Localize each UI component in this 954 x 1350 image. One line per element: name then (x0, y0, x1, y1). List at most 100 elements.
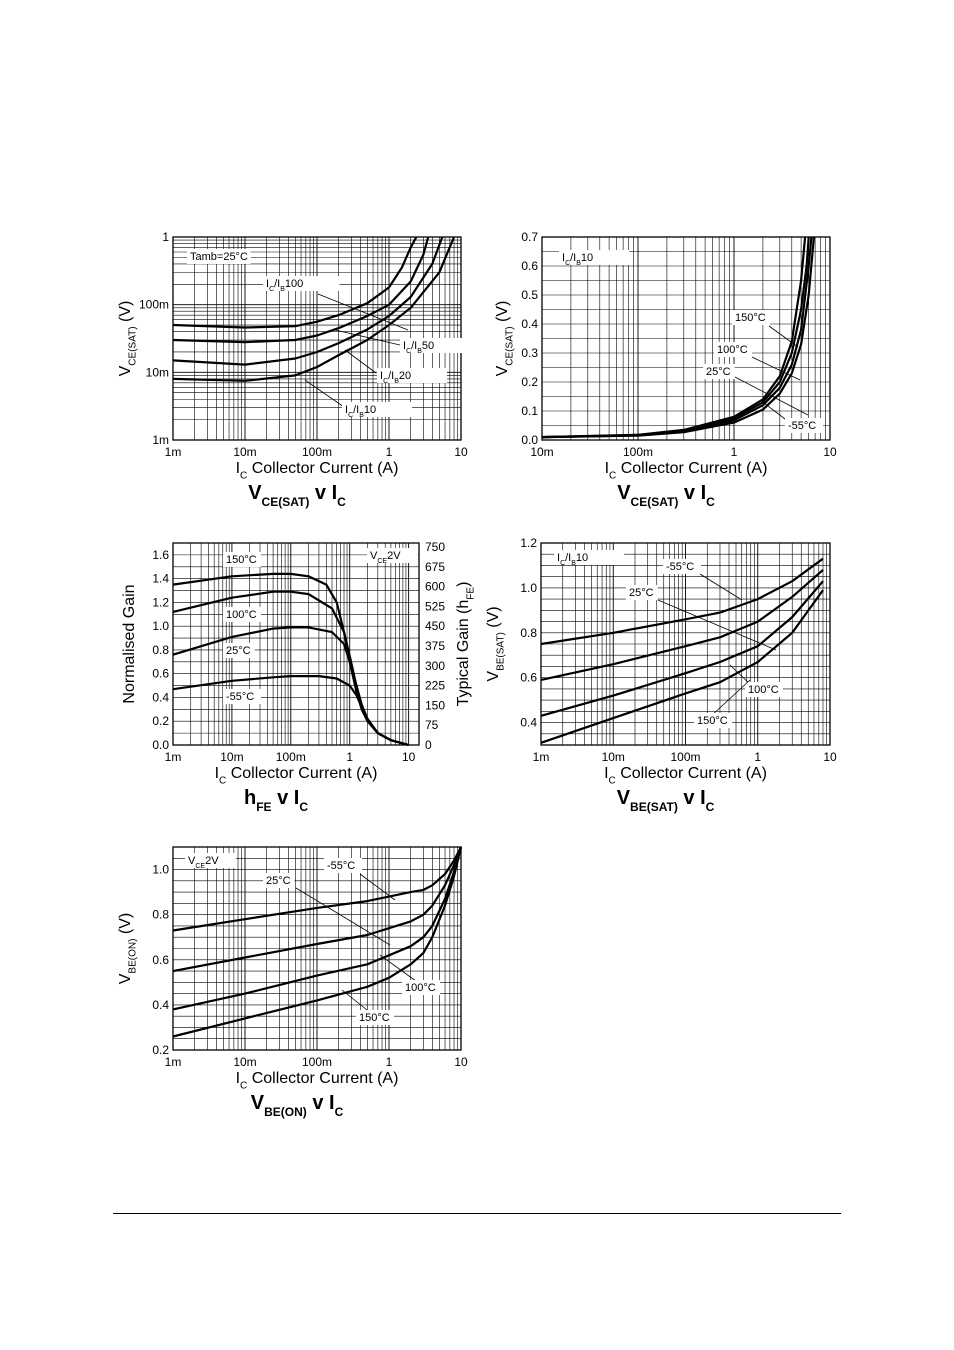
chart-vcesat_temp: 10m 100m 1 10 0.0 0.1 0.2 0.3 0.4 0.5 0.6 0.7 IC/IB1… (494, 230, 837, 509)
y-tick-label: 0.6 (521, 259, 538, 273)
footer-rule (113, 1213, 841, 1214)
y-tick-label: 1.2 (520, 536, 537, 550)
annotation-bg (400, 338, 470, 353)
x-tick-label: 10m (233, 1055, 256, 1069)
x-tick-label: 1m (165, 750, 182, 764)
plot-frame (172, 846, 462, 1051)
annotation-label: IC/IB100 (266, 278, 303, 293)
x-axis-title: IC Collector Current (A) (604, 765, 767, 787)
annotation-label: 150°C (359, 1012, 390, 1024)
chart-title: VCE(SAT) v IC (248, 482, 346, 509)
plot-frame (541, 236, 831, 441)
x-tick-label: 1 (386, 445, 393, 459)
y-tick-label: 0.0 (521, 433, 538, 447)
x-tick-label: 1 (754, 750, 761, 764)
y-tick-label: 0.4 (152, 690, 169, 704)
annotation-bg (185, 853, 236, 868)
chart-vcesat: 1m 10m 100m 1 10 1m 10m 100m 1 Tamb=25°C IC/IB100 I… (117, 230, 470, 509)
annotation-label: VCE2V (370, 550, 401, 565)
annotation-label: -55°C (666, 561, 694, 573)
annotation-label: 150°C (735, 312, 766, 324)
series-line (172, 846, 463, 1011)
annotation-bg (402, 980, 440, 995)
annotation-bg (223, 607, 261, 622)
annotation-bg (324, 858, 362, 873)
y2-tick-label: 300 (425, 659, 445, 673)
y-axis-title: VCE(SAT) (V) (117, 301, 139, 377)
y-tick-label: 0.4 (520, 716, 537, 730)
x-axis-title: IC Collector Current (A) (215, 765, 378, 787)
annotation-label: 150°C (226, 554, 257, 566)
annotation-label: 25°C (266, 875, 291, 887)
y2-tick-label: 675 (425, 560, 445, 574)
x-axis-title: IC Collector Current (A) (236, 1070, 399, 1092)
annotation-leader (734, 376, 809, 416)
series-line (541, 236, 813, 439)
y2-tick-label: 600 (425, 580, 445, 594)
x-tick-label: 10 (823, 445, 837, 459)
x-axis-title: IC Collector Current (A) (236, 460, 399, 482)
y-axis-title: VCE(SAT) (V) (494, 301, 516, 377)
annotation-label: VCE2V (188, 855, 219, 870)
chart-hfe: 1m 10m 100m 1 10 0.0 0.2 0.4 0.6 0.8 1.0 1.2 1.4 1.6 0… (121, 540, 477, 814)
annotation-leader (379, 954, 421, 985)
annotation-leader (699, 573, 743, 601)
x-tick-label: 10 (454, 1055, 468, 1069)
annotation-bg (714, 342, 752, 357)
series-line (172, 236, 444, 366)
annotation-bg (745, 682, 783, 697)
y-tick-label: 1.2 (152, 595, 169, 609)
annotation-bg (342, 402, 412, 417)
y-tick-label: 1.4 (152, 572, 169, 586)
annotation-label: 100°C (717, 344, 748, 356)
annotation-label: IC/IB20 (380, 370, 411, 385)
x-tick-label: 100m (670, 750, 700, 764)
plot-frame (172, 542, 420, 746)
series-line (540, 580, 824, 717)
x-tick-label: 1 (386, 1055, 393, 1069)
y2-tick-label: 0 (425, 738, 432, 752)
annotation-label: 25°C (226, 645, 251, 657)
chart-title: hFE v IC (244, 787, 308, 814)
x-tick-label: 1m (533, 750, 550, 764)
y2-tick-label: 225 (425, 679, 445, 693)
annotation-label: -55°C (327, 860, 355, 872)
x-tick-label: 10m (233, 445, 256, 459)
y2-tick-label: 450 (425, 619, 445, 633)
annotation-leader (344, 349, 377, 374)
x-tick-label: 10 (823, 750, 837, 764)
y-tick-label: 0.7 (521, 230, 538, 244)
annotation-leader (657, 599, 777, 651)
y-tick-label: 0.6 (152, 953, 169, 967)
x-tick-label: 100m (276, 750, 306, 764)
annotation-bg (559, 250, 629, 265)
x-axis-title: IC Collector Current (A) (605, 460, 768, 482)
y-tick-label: 0.0 (152, 738, 169, 752)
y-tick-label: 0.3 (521, 346, 538, 360)
annotation-bg (694, 713, 732, 728)
y-axis-title: Normalised Gain (121, 584, 138, 703)
annotation-label: 25°C (629, 587, 654, 599)
y-tick-label: 0.4 (152, 998, 169, 1012)
annotation-bg (663, 559, 701, 574)
y2-tick-label: 525 (425, 599, 445, 613)
annotation-label: IC/IB10 (562, 252, 593, 267)
chart-title: VBE(ON) v IC (251, 1092, 344, 1119)
annotation-leader (359, 873, 396, 901)
series-line (172, 236, 430, 344)
x-tick-label: 100m (623, 445, 653, 459)
annotation-bg (732, 310, 770, 325)
annotation-label: 150°C (697, 715, 728, 727)
annotation-leader (304, 379, 345, 408)
x-tick-label: 10m (220, 750, 243, 764)
annotation-label: 100°C (405, 982, 436, 994)
annotation-label: 25°C (706, 366, 731, 378)
series-line (172, 236, 418, 329)
annotation-leader (759, 399, 790, 423)
y-tick-label: 0.6 (152, 667, 169, 681)
y-tick-label: 0.2 (152, 714, 169, 728)
y-tick-label: 0.2 (521, 375, 538, 389)
annotation-bg (263, 276, 340, 291)
y-tick-label: 0.4 (521, 317, 538, 331)
annotation-bg (703, 364, 735, 379)
